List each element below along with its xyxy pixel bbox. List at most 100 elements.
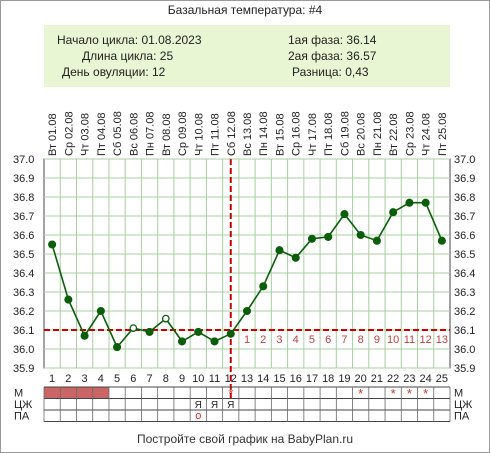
- y-tick-label-right: 36.0: [454, 344, 475, 356]
- temperature-point: [259, 282, 268, 291]
- day-number: 12: [225, 373, 237, 385]
- date-label: Сб 12.08: [226, 111, 238, 156]
- date-labels: Вт 01.08 Ср 02.08 Чт 03.08 Пт 04.08 Сб 05.08…: [47, 111, 449, 156]
- day-number: 5: [114, 373, 120, 385]
- date-label: Сб 19.08: [339, 111, 351, 156]
- date-label: Вс 13.08: [242, 113, 254, 156]
- day-number: 8: [163, 373, 169, 385]
- y-tick-label-right: 35.9: [454, 363, 475, 375]
- y-tick-label-right: 36.5: [454, 249, 475, 261]
- post-ovulation-day-number: 10: [387, 334, 399, 346]
- date-label: Вс 06.08: [128, 113, 140, 156]
- menses-cell: [60, 387, 77, 399]
- day-number: 3: [82, 373, 88, 385]
- y-tick-label-left: 36.5: [13, 249, 34, 261]
- day-number: 19: [338, 373, 350, 385]
- date-label: Чт 03.08: [80, 113, 92, 156]
- date-label: Пн 14.08: [258, 111, 270, 156]
- day-number: 20: [355, 373, 367, 385]
- date-label: Пт 25.08: [437, 112, 449, 156]
- temperature-point-open: [129, 324, 138, 332]
- y-tick-label-left: 36.6: [13, 230, 34, 242]
- y-tick-label-right: 36.2: [454, 306, 475, 318]
- footer-link[interactable]: Постройте свой график на BabyPlan.ru: [137, 432, 353, 446]
- temperature-point: [389, 208, 398, 217]
- day-number: 4: [98, 373, 104, 385]
- y-tick-label-left: 36.3: [13, 287, 34, 299]
- post-ovulation-day-number: 4: [293, 334, 299, 346]
- y-tick-label-right: 36.7: [454, 211, 475, 223]
- day-number: 10: [192, 373, 204, 385]
- temperature-point: [291, 253, 300, 262]
- y-tick-label-right: 36.1: [454, 325, 475, 337]
- y-tick-label-left: 36.9: [13, 173, 34, 185]
- menses-mark: *: [358, 386, 363, 401]
- date-label: Ср 23.08: [404, 111, 416, 156]
- temperature-point: [210, 337, 219, 346]
- menses-cell: [76, 387, 93, 399]
- post-ovulation-day-number: 3: [276, 334, 282, 346]
- cervical-fluid-mark: Я: [195, 400, 202, 411]
- cervical-fluid-mark: Я: [227, 400, 234, 411]
- y-tick-label-left: 36.4: [13, 268, 34, 280]
- reference-lines: 1 2 3 4 5 6 7 8 9 10 11 12 13: [44, 159, 450, 400]
- day-number: 17: [306, 373, 318, 385]
- temperature-point: [64, 295, 73, 304]
- post-ovulation-day-number: 9: [374, 334, 380, 346]
- cervical-fluid-mark: Я: [211, 400, 218, 411]
- menses-mark: *: [407, 386, 412, 401]
- y-tick-label-right: 37.0: [454, 154, 475, 166]
- temperature-point: [405, 198, 414, 207]
- date-label: Ср 09.08: [177, 111, 189, 156]
- temperature-point: [437, 236, 446, 245]
- temperature-point: [356, 230, 365, 240]
- day-number: 7: [146, 373, 152, 385]
- temperature-point: [177, 337, 187, 346]
- temperature-point: [226, 329, 235, 338]
- day-number: 1: [49, 373, 55, 385]
- day-number: 16: [290, 373, 302, 385]
- date-label: Чт 17.08: [307, 113, 319, 156]
- day-number: 13: [241, 373, 253, 385]
- temperature-point: [48, 240, 57, 249]
- row-label-left: ПА: [14, 411, 30, 423]
- y-tick-label-left: 36.0: [13, 344, 34, 356]
- menses-cell: [44, 387, 61, 399]
- row-label-right: ПА: [454, 411, 470, 423]
- post-ovulation-day-number: 11: [404, 334, 415, 346]
- day-number: 15: [273, 373, 285, 385]
- row-label-right: ЦЖ: [454, 399, 472, 411]
- date-label: Чт 10.08: [193, 113, 205, 156]
- menses-cell: [92, 387, 109, 399]
- y-tick-label-left: 36.1: [13, 325, 34, 337]
- day-number: 6: [130, 373, 136, 385]
- temperature-point: [372, 236, 381, 245]
- difference-text: Разница: 0,43: [292, 65, 369, 79]
- ovulation-day-text: День овуляции: 12: [62, 65, 166, 79]
- date-label: Сб 05.08: [112, 111, 124, 156]
- temperature-point: [145, 327, 154, 336]
- menses-mark: *: [228, 386, 233, 401]
- date-label: Вт 01.08: [47, 113, 59, 156]
- post-ovulation-day-number: 1: [244, 334, 250, 346]
- post-ovulation-day-number: 8: [358, 334, 364, 346]
- post-ovulation-day-number: 12: [420, 334, 432, 346]
- chart-title: Базальная температура: #4: [168, 3, 323, 17]
- date-label: Пн 21.08: [372, 111, 384, 156]
- day-number: 11: [209, 373, 220, 385]
- temperature-point: [113, 343, 122, 352]
- row-label-right: М: [454, 388, 463, 400]
- date-label: Ср 02.08: [63, 111, 75, 156]
- temperature-point: [324, 232, 333, 241]
- y-tick-label-right: 36.3: [454, 287, 475, 299]
- phase2-text: 2ая фаза: 36.57: [288, 49, 377, 63]
- date-label: Вс 20.08: [356, 113, 368, 156]
- y-tick-label-left: 36.7: [13, 211, 34, 223]
- day-number: 18: [322, 373, 334, 385]
- y-tick-label-right: 36.6: [454, 230, 475, 242]
- day-number: 22: [387, 373, 399, 385]
- date-label: Пт 11.08: [210, 113, 222, 156]
- temperature-point: [275, 246, 284, 255]
- y-tick-label-right: 36.8: [454, 192, 475, 204]
